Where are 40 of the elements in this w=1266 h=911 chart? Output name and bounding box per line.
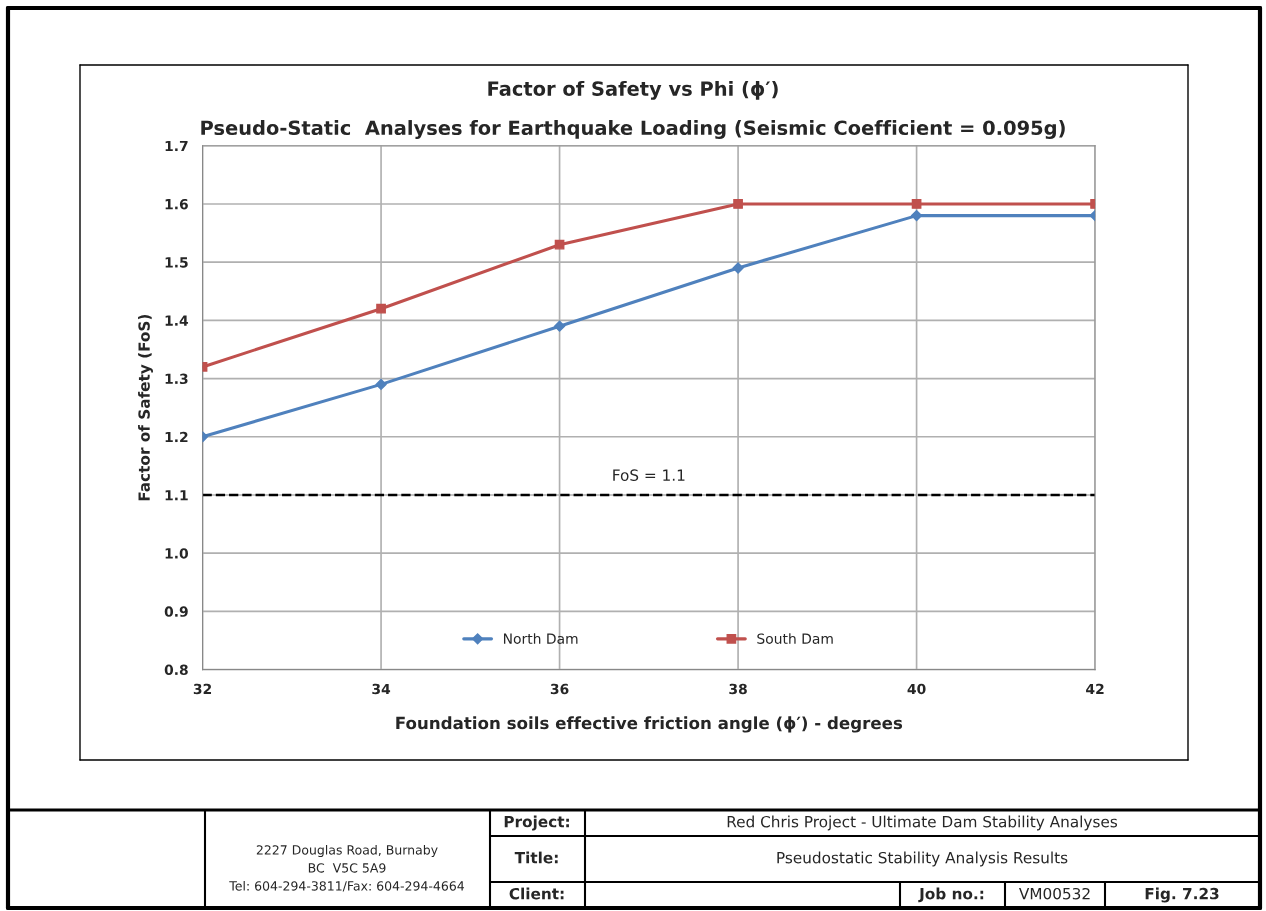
text: 2227 Douglas Road, Burnaby [256, 844, 438, 858]
x-tick-label: 40 [907, 683, 926, 695]
y-tick-label: 1.6 [165, 198, 188, 210]
point [375, 378, 387, 390]
point [554, 239, 565, 250]
y-tick-label: 1.2 [165, 431, 188, 443]
point [911, 199, 922, 209]
text: Job no.: [918, 887, 984, 903]
point [553, 320, 566, 332]
point [376, 303, 386, 314]
chart-title: Factor of Safety vs Phi (ϕ′) [488, 80, 778, 100]
x-tick-label: 32 [193, 683, 212, 695]
legend-label: North Dam [503, 633, 578, 644]
text: Title: [514, 851, 558, 864]
x-tick-label: 36 [550, 683, 569, 695]
point [733, 199, 743, 209]
ref-line-label: FoS = 1.1 [613, 469, 685, 481]
caption: Fig. 7.23 [1145, 887, 1219, 903]
x-axis-title: Foundation soils effective friction angle (ϕ′) - degrees [396, 716, 903, 733]
text: Client: [509, 887, 564, 900]
legend-label: South Dam [757, 633, 833, 644]
y-tick-label: 1.3 [165, 373, 188, 385]
y-tick-label: 1.7 [165, 140, 188, 152]
text: Pseudostatic Stability Analysis Results [777, 851, 1068, 867]
text: Tel: 604-294-3811/Fax: 604-294-4664 [229, 880, 465, 892]
x-tick-label: 34 [372, 683, 391, 695]
text: Project: [504, 815, 569, 831]
text: Red Chris Project - Ultimate Dam Stability Analyses [727, 815, 1118, 831]
y-tick-label: 1.4 [165, 315, 189, 326]
y-tick-label: 0.9 [164, 606, 188, 617]
y-tick-label: 1.5 [165, 257, 188, 268]
y-tick-label: 1.0 [165, 548, 189, 559]
x-tick-label: 42 [1086, 683, 1104, 695]
x-tick-label: 38 [729, 683, 747, 695]
text: VM00532 [1019, 887, 1090, 900]
text: BC V5C 5A9 [308, 863, 386, 873]
y-axis-title: Factor of Safety (FoS) [138, 314, 153, 501]
chart-subtitle: Pseudo-Static Analyses for Earthquake Loading (Seismic Coefficient = 0.095g) [201, 120, 1065, 140]
y-tick-label: 0.8 [164, 664, 188, 676]
y-tick-label: 1.1 [165, 490, 188, 501]
